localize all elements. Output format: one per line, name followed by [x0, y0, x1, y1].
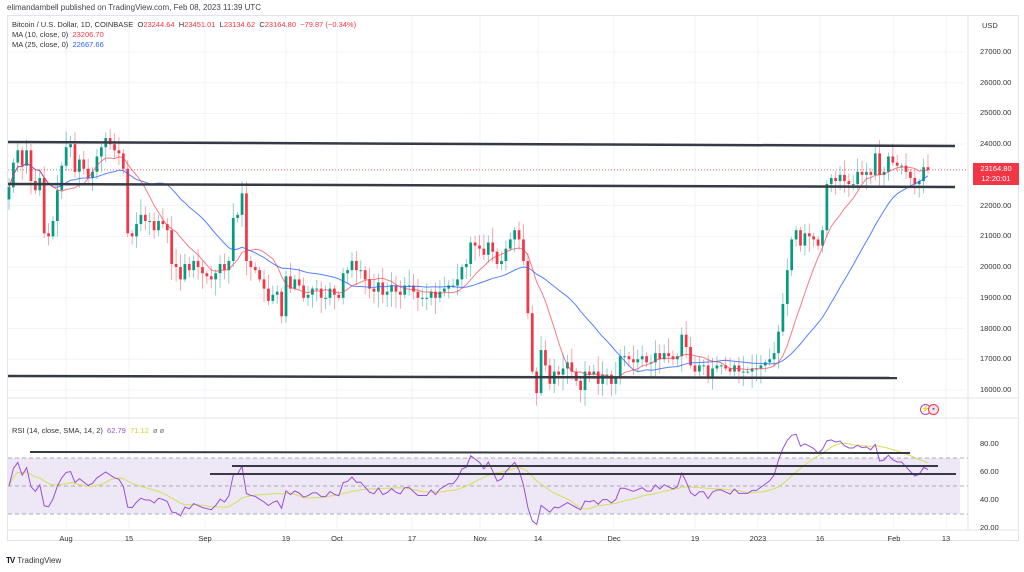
low-value: 23134.62	[223, 20, 256, 29]
price-tick: 19000.00	[980, 292, 1012, 302]
price-tick: 17000.00	[980, 354, 1012, 364]
rsi-tick: 20.00	[980, 523, 999, 532]
ma25-row[interactable]: MA (25, close, 0) 22667.66	[12, 40, 104, 49]
price-tick: 16000.00	[980, 385, 1012, 394]
current-price-tag: 23164.80 12:20:01	[973, 163, 1019, 185]
high-value: 23451.01	[184, 20, 216, 29]
time-tick: Aug	[59, 534, 73, 543]
rsi-tick: 40.00	[980, 495, 999, 504]
rsi-sma-value: 71.12	[130, 426, 149, 435]
open-value: 23244.64	[143, 20, 175, 29]
currency-label: USD	[982, 21, 998, 30]
rsi-tick: 60.00	[980, 467, 999, 476]
time-tick: Oct	[331, 534, 343, 543]
bar-countdown: 12:20:01	[981, 174, 1011, 183]
time-tick: 19	[281, 534, 291, 543]
price-tick: 26000.00	[980, 77, 1012, 87]
ohlc-row: Bitcoin / U.S. Dollar, 1D, COINBASE O232…	[12, 20, 357, 29]
publisher-line: elimandambell published on TradingView.c…	[7, 3, 262, 12]
price-tick: 18000.00	[980, 323, 1012, 333]
time-tick: 13	[941, 534, 951, 543]
economic-events[interactable]: ⚡ ▪	[920, 404, 939, 415]
change-value: −79.87 (−0.34%)	[300, 20, 357, 29]
time-tick: 15	[124, 534, 134, 543]
time-tick: Nov	[473, 534, 487, 543]
main-legend: Bitcoin / U.S. Dollar, 1D, COINBASE O232…	[12, 20, 356, 50]
price-tick: 27000.00	[980, 47, 1012, 56]
close-value: 23164.80	[264, 20, 297, 29]
ma10-row[interactable]: MA (10, close, 0) 23206.70	[12, 30, 104, 39]
tv-logo-icon: TV	[6, 556, 15, 565]
symbol-title[interactable]: Bitcoin / U.S. Dollar, 1D, COINBASE	[12, 20, 134, 29]
ma25-value: 22667.66	[72, 40, 104, 49]
price-tick: 21000.00	[980, 231, 1012, 241]
price-tick: 24000.00	[980, 139, 1012, 149]
time-tick: 16	[815, 534, 825, 543]
rsi-tick: 80.00	[980, 439, 999, 448]
price-tick: 25000.00	[980, 108, 1012, 118]
time-tick: 19	[690, 534, 700, 543]
time-tick: 17	[407, 534, 417, 543]
time-tick: 14	[533, 534, 543, 543]
price-tick: 22000.00	[980, 200, 1012, 210]
brand-name: TradingView	[17, 556, 62, 565]
rsi-value: 62.79	[107, 426, 126, 435]
ma10-value: 23206.70	[72, 30, 104, 39]
rsi-legend[interactable]: RSI (14, close, SMA, 14, 2) 62.79 71.12 …	[12, 426, 165, 435]
chart-frame	[7, 15, 1019, 541]
time-tick: Dec	[607, 534, 621, 543]
tradingview-logo[interactable]: TV TradingView	[6, 556, 61, 565]
rsi-extra: ø ø	[152, 426, 165, 435]
current-price: 23164.80	[980, 164, 1012, 173]
us-flag-icon[interactable]: ▪	[928, 404, 939, 415]
time-tick: Feb	[887, 534, 901, 543]
time-tick: Sep	[198, 534, 212, 543]
time-tick: 2023	[749, 534, 767, 543]
price-tick: 20000.00	[980, 262, 1012, 272]
